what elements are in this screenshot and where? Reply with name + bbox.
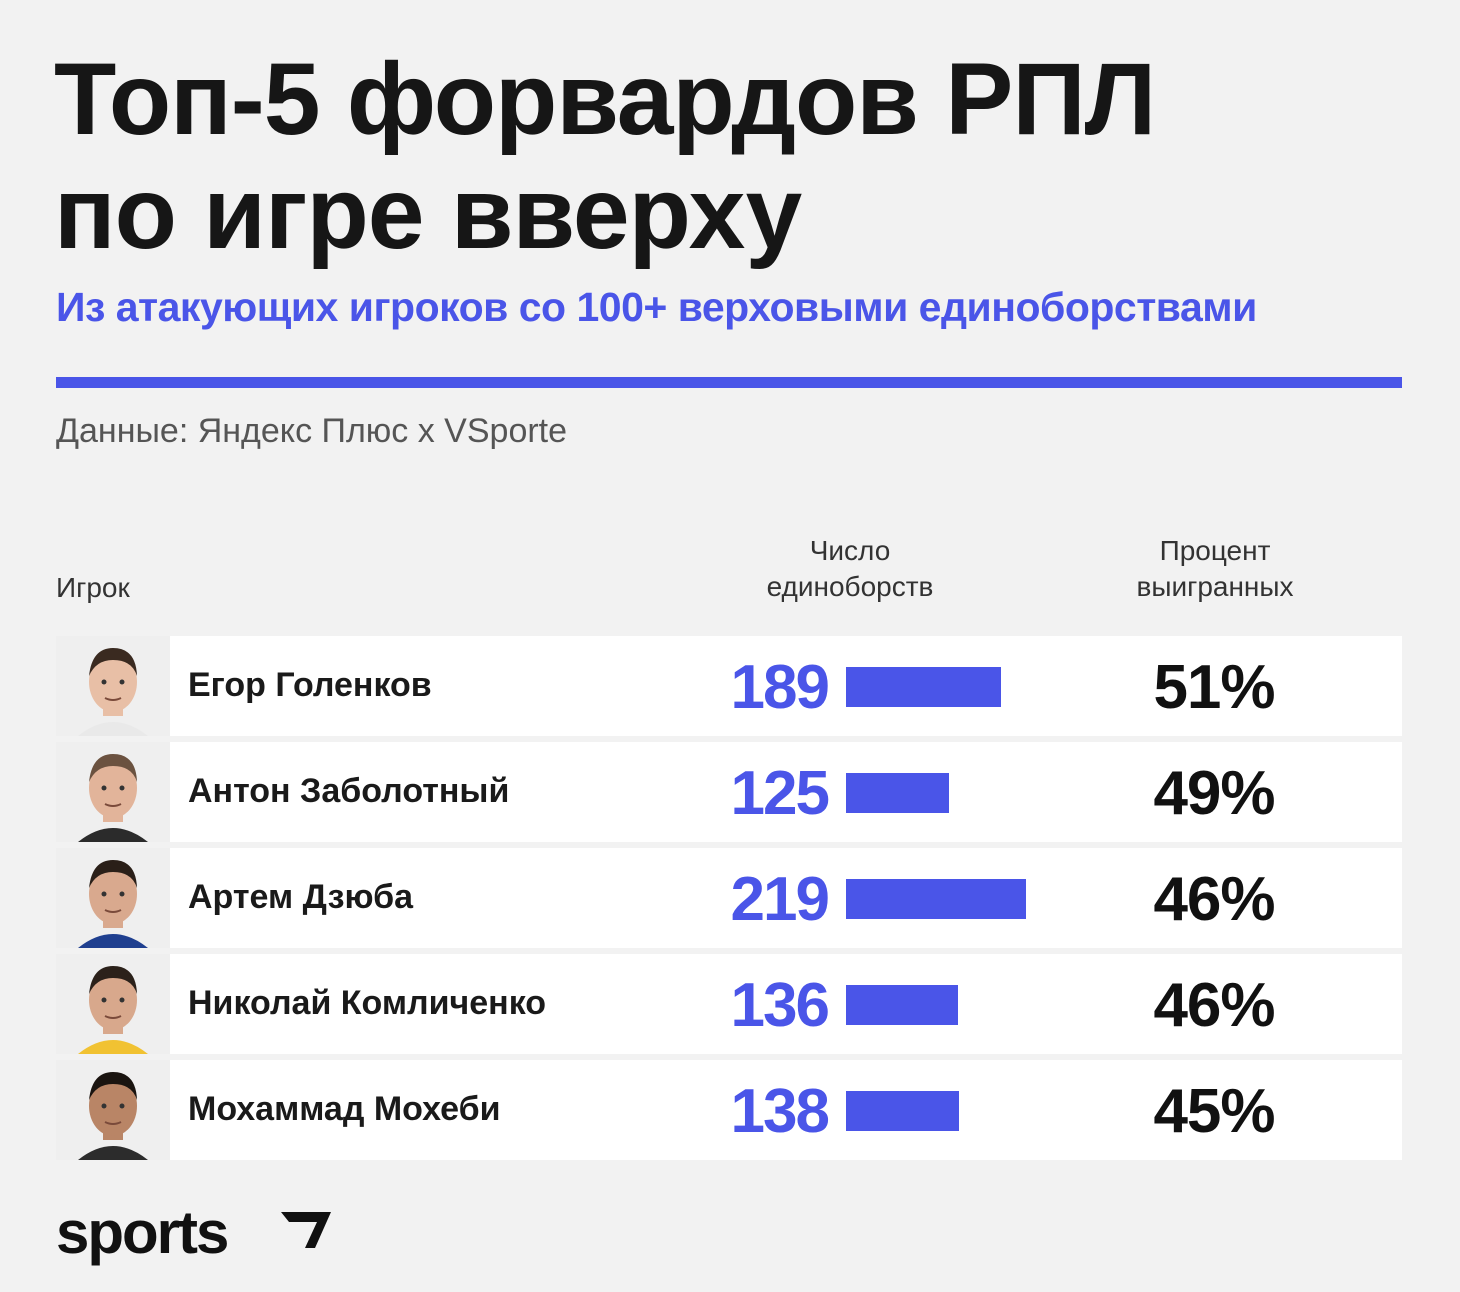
- player-photo: [56, 742, 170, 842]
- duels-value: 189: [730, 653, 830, 722]
- duels-value: 138: [730, 1077, 830, 1146]
- table-row: Антон Заболотный 125 49%: [56, 742, 1402, 842]
- duels-bar: [846, 1091, 959, 1131]
- duels-bar: [846, 985, 958, 1025]
- portrait-icon: [56, 954, 170, 1054]
- portrait-icon: [56, 636, 170, 736]
- player-name: Николай Комличенко: [188, 984, 547, 1022]
- data-source: Данные: Яндекс Плюс x VSporte: [56, 412, 568, 450]
- title-line-2: по игре вверху: [54, 156, 802, 270]
- column-header-count: Число единоборств: [720, 533, 980, 605]
- duels-value: 136: [730, 971, 830, 1040]
- column-header-percent-line1: Процент: [1159, 535, 1271, 566]
- duels-value: 125: [730, 759, 830, 828]
- win-percent: 49%: [1153, 759, 1275, 828]
- win-percent: 45%: [1153, 1077, 1275, 1146]
- table-row: Николай Комличенко 136 46%: [56, 954, 1402, 1054]
- column-header-player: Игрок: [56, 572, 130, 603]
- player-photo: [56, 1060, 170, 1160]
- table-row: Мохаммад Мохеби 138 45%: [56, 1060, 1402, 1160]
- title-line-1: Топ-5 форвардов РПЛ: [54, 42, 1156, 156]
- portrait-icon: [56, 742, 170, 842]
- portrait-icon: [56, 1060, 170, 1160]
- chart-title: Топ-5 форвардов РПЛ по игре вверху: [54, 42, 1156, 270]
- player-name: Артем Дзюба: [188, 878, 414, 916]
- chart-subtitle: Из атакующих игроков со 100+ верховыми е…: [56, 284, 1257, 330]
- player-photo: [56, 954, 170, 1054]
- table-row: Артем Дзюба 219 46%: [56, 848, 1402, 948]
- win-percent: 46%: [1153, 865, 1275, 934]
- column-header-percent-line2: выигранных: [1136, 571, 1294, 602]
- player-photo: [56, 848, 170, 948]
- duels-value: 219: [730, 865, 830, 934]
- duels-bar: [846, 773, 949, 813]
- duels-bar: [846, 879, 1026, 919]
- win-percent: 46%: [1153, 971, 1275, 1040]
- duels-bar: [846, 667, 1001, 707]
- column-header-count-line1: Число: [809, 535, 891, 566]
- player-photo: [56, 636, 170, 736]
- accent-divider: [56, 377, 1402, 388]
- table-row: Егор Голенков 189 51%: [56, 636, 1402, 736]
- player-name: Егор Голенков: [188, 666, 432, 704]
- player-name: Антон Заболотный: [188, 772, 510, 810]
- column-header-count-line2: единоборств: [766, 571, 934, 602]
- player-table: Егор Голенков 189 51% Антон Заболотный 1…: [56, 636, 1402, 1166]
- win-percent: 51%: [1153, 653, 1275, 722]
- logo-mark-icon: [281, 1212, 331, 1248]
- portrait-icon: [56, 848, 170, 948]
- sports-logo: sports: [56, 1199, 229, 1266]
- player-name: Мохаммад Мохеби: [188, 1090, 501, 1128]
- column-header-percent: Процент выигранных: [1090, 533, 1340, 605]
